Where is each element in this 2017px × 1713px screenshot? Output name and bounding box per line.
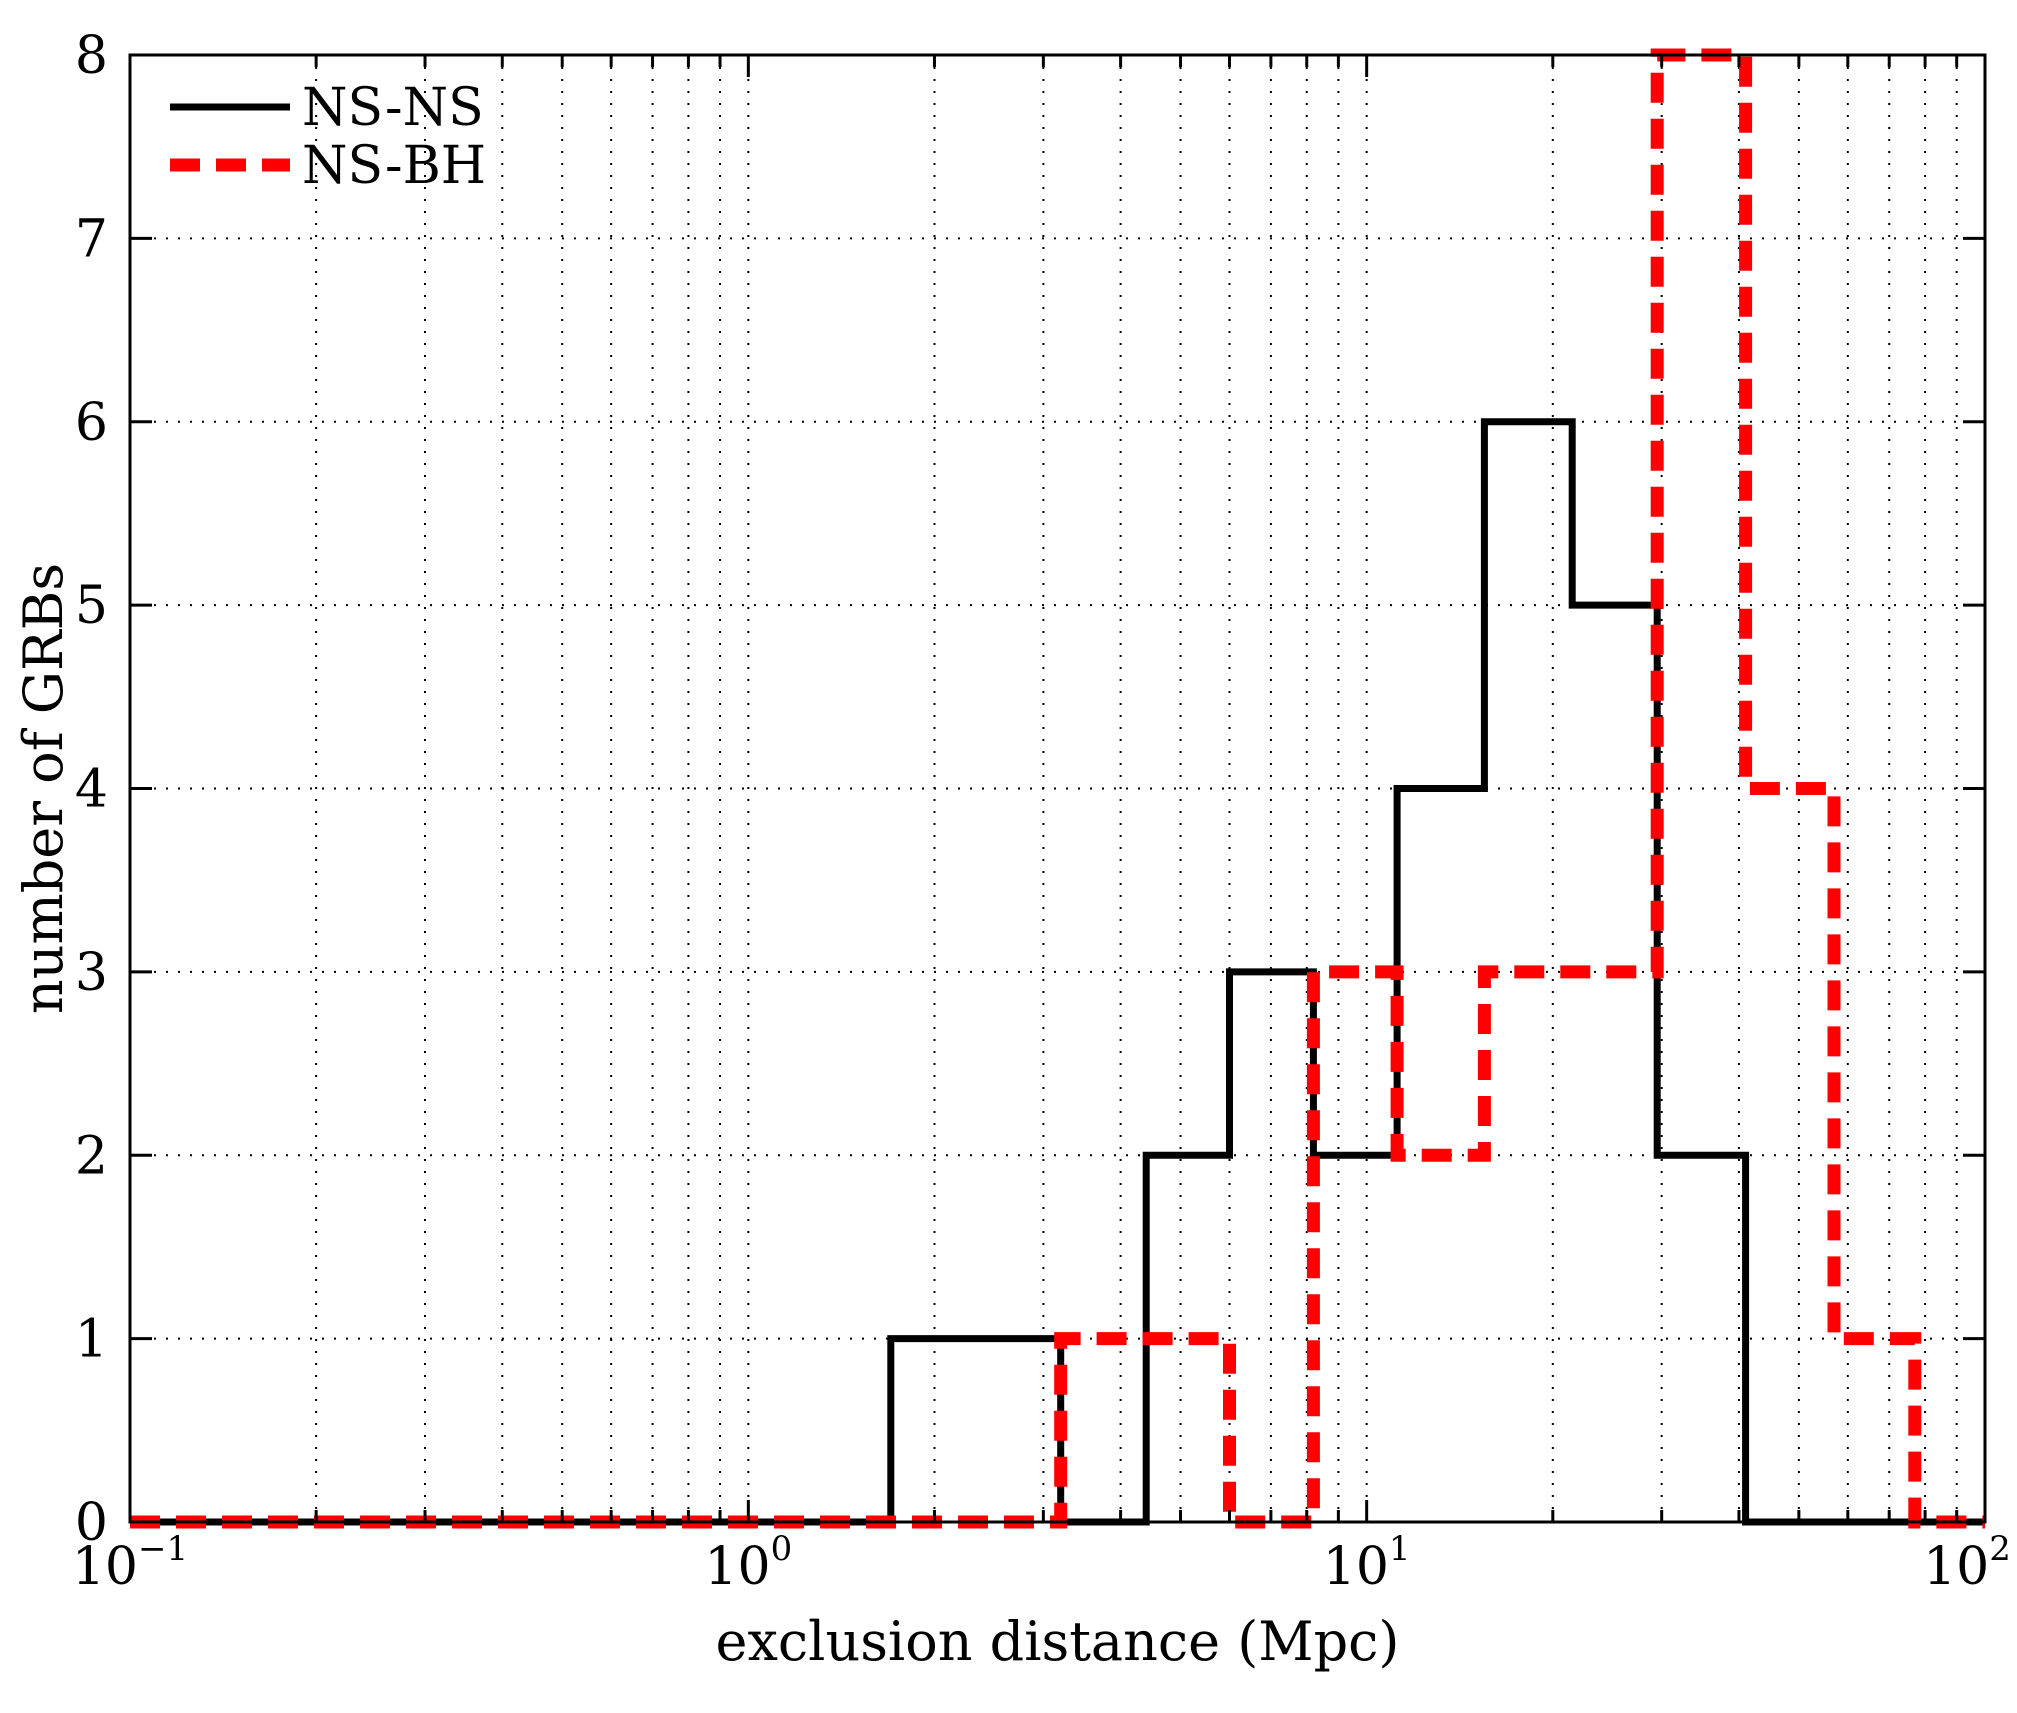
legend: NS-NS NS-BH: [170, 78, 486, 196]
plot-frame: [128, 53, 1987, 1524]
x-tick-label: 102: [1923, 1529, 2011, 1597]
y-tick-label: 1: [75, 1310, 108, 1370]
axis-ticks: 0 1 2 3 4 5 6 7 8 10−1 100 101 102: [72, 26, 2011, 1597]
legend-label-ns-bh: NS-BH: [302, 136, 486, 196]
series-line-ns-ns: [130, 418, 1985, 1526]
y-tick-label: 2: [75, 1126, 108, 1186]
x-tick-label: 10−1: [72, 1529, 188, 1597]
y-tick-label: 5: [75, 576, 108, 636]
y-tick-label: 3: [75, 943, 108, 1003]
x-axis-label: exclusion distance (Mpc): [716, 1610, 1400, 1673]
y-tick-label: 4: [75, 760, 108, 820]
x-tick-label: 101: [1323, 1529, 1411, 1597]
legend-label-ns-ns: NS-NS: [302, 78, 484, 138]
x-tick-label: 100: [704, 1529, 792, 1597]
y-tick-label: 0: [75, 1493, 108, 1553]
y-tick-label: 8: [75, 26, 108, 86]
y-tick-label: 6: [75, 393, 108, 453]
y-axis-label: number of GRBs: [12, 563, 75, 1014]
grid-lines: [130, 55, 1985, 1522]
series-lines: [130, 48, 1985, 1529]
y-tick-label: 7: [75, 209, 108, 269]
series-line-ns-bh: [130, 48, 1985, 1529]
